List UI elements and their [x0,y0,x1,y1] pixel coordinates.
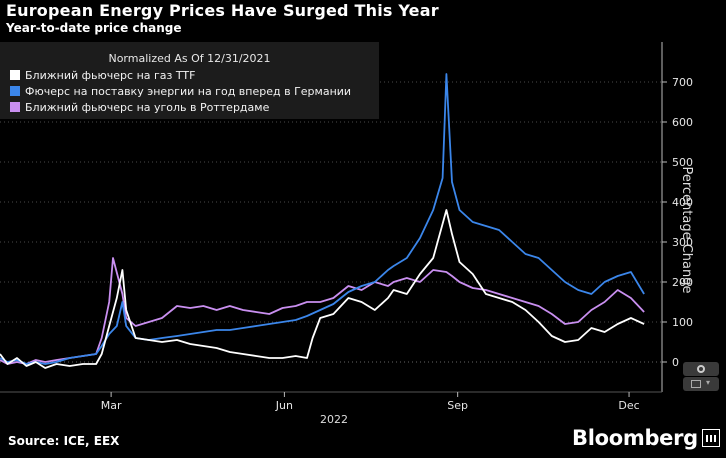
legend-swatch-gas [10,70,20,80]
y-tick-label: 600 [672,116,693,129]
x-axis-label: 2022 [320,413,348,426]
y-tick-label: 200 [672,276,693,289]
y-axis-label: Percentage Change [679,166,694,293]
legend-label: Ближний фьючерс на газ TTF [25,69,196,82]
x-tick-label: Dec [618,399,639,412]
legend-label: Фючерс на поставку энергии на год вперед… [25,85,352,98]
chevron-down-icon: ▾ [706,378,711,387]
x-tick-label: Mar [101,399,122,412]
y-tick-label: 500 [672,156,693,169]
chart-title: European Energy Prices Have Surged This … [6,1,439,20]
series-line-power [0,73,645,365]
y-tick-label: 0 [672,356,679,369]
settings-icon [697,365,705,373]
settings-button[interactable] [683,362,719,376]
chart-subtitle: Year-to-date price change [6,21,182,35]
legend: Normalized As Of 12/31/2021 Ближний фьюч… [0,42,379,119]
chart-type-button[interactable]: ▾ [683,377,719,391]
series-line-gas [0,209,645,369]
legend-label: Ближний фьючерс на уголь в Роттердаме [25,101,270,114]
y-tick-label: 400 [672,196,693,209]
legend-title: Normalized As Of 12/31/2021 [108,52,271,65]
source-note: Source: ICE, EEX [8,434,120,448]
x-tick-label: Sep [447,399,468,412]
legend-swatch-coal [10,102,20,112]
x-tick-label: Jun [275,399,293,412]
y-tick-label: 100 [672,316,693,329]
legend-item-gas[interactable]: Ближний фьючерс на газ TTF [10,69,195,82]
legend-swatch-power [10,86,20,96]
y-tick-label: 300 [672,236,693,249]
series-line-coal [0,257,645,365]
chart-type-icon [691,380,701,388]
bloomberg-logo-icon [702,429,720,447]
brand-name: Bloomberg [572,426,698,450]
legend-item-power[interactable]: Фючерс на поставку энергии на год вперед… [10,85,351,98]
legend-item-coal[interactable]: Ближний фьючерс на уголь в Роттердаме [10,101,269,114]
y-tick-label: 700 [672,76,693,89]
